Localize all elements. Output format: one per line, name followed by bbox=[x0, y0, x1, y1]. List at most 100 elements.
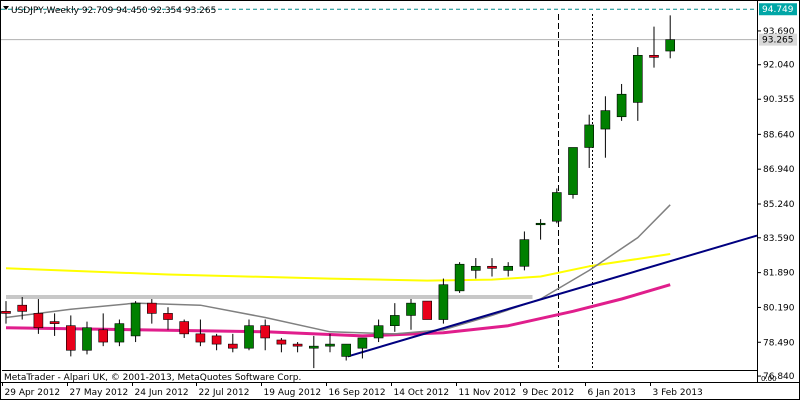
time-tick-label: 6 Jan 2013 bbox=[588, 388, 636, 398]
bear-candle-body bbox=[17, 304, 28, 312]
candle bbox=[33, 299, 44, 334]
candle bbox=[503, 262, 514, 277]
candle bbox=[519, 231, 530, 271]
bear-candle-body bbox=[179, 321, 189, 335]
price-tick-label: 76.840 bbox=[763, 372, 795, 382]
candle bbox=[649, 26, 659, 68]
candle bbox=[487, 258, 497, 277]
price-tick-label: 90.355 bbox=[763, 95, 795, 105]
copyright-text: MetaTrader - Alpari UK, © 2001-2013, Met… bbox=[4, 373, 301, 383]
time-tick-label: 27 May 2012 bbox=[70, 388, 129, 398]
symbol-dropdown-icon[interactable] bbox=[3, 6, 9, 10]
footer-backdrop bbox=[2, 368, 757, 382]
candle bbox=[147, 299, 157, 324]
bull-candle-body bbox=[325, 343, 335, 347]
bear-candle-body bbox=[422, 300, 433, 320]
candle bbox=[1, 301, 11, 324]
bull-candle-body bbox=[665, 39, 676, 52]
candle bbox=[454, 262, 465, 293]
trend-line bbox=[347, 234, 758, 358]
candle bbox=[195, 319, 206, 347]
candle bbox=[276, 337, 287, 353]
price-tick-label: 88.640 bbox=[763, 130, 795, 140]
bull-candle-body bbox=[616, 93, 627, 118]
candle bbox=[422, 300, 433, 320]
last-price-tag: 93.265 bbox=[759, 33, 797, 46]
bear-candle-body bbox=[33, 313, 44, 329]
bear-candle-body bbox=[292, 343, 303, 347]
candle bbox=[244, 319, 254, 351]
bear-candle-body bbox=[49, 321, 60, 324]
bull-candle-body bbox=[584, 124, 595, 148]
bear-candle-body bbox=[147, 302, 157, 314]
bull-candle-body bbox=[632, 55, 643, 103]
bull-candle-body bbox=[503, 265, 514, 271]
candle bbox=[49, 313, 60, 336]
candle bbox=[632, 47, 643, 121]
bull-candle-body bbox=[438, 284, 449, 320]
bull-candle-body bbox=[600, 110, 611, 130]
bull-candle-body bbox=[568, 147, 578, 195]
price-tick-label: 80.190 bbox=[763, 303, 795, 313]
candle bbox=[389, 303, 400, 332]
price-tick-label: 92.040 bbox=[763, 61, 795, 71]
price-tick-label: 85.240 bbox=[763, 200, 795, 210]
candle bbox=[292, 342, 303, 353]
candle bbox=[163, 307, 173, 330]
candle bbox=[373, 319, 384, 343]
bear-candle-body bbox=[260, 325, 271, 339]
candle bbox=[616, 83, 627, 121]
bull-candle-body bbox=[373, 325, 384, 339]
price-tick-label: 81.890 bbox=[763, 269, 795, 279]
time-tick-label: 14 Oct 2012 bbox=[394, 388, 450, 398]
time-tick-label: 11 Nov 2012 bbox=[459, 388, 517, 398]
candle bbox=[308, 335, 319, 369]
bear-candle-body bbox=[211, 335, 222, 345]
candle bbox=[357, 337, 368, 359]
candle bbox=[470, 258, 481, 279]
bull-candle-body bbox=[470, 265, 481, 271]
bull-candle-body bbox=[535, 222, 546, 226]
symbol-info: USDJPY,Weekly 92.709 94.450 92.354 93.26… bbox=[11, 6, 216, 16]
bear-candle-body bbox=[98, 329, 108, 343]
bull-candle-body bbox=[406, 302, 416, 316]
bear-candle-body bbox=[195, 333, 206, 343]
bear-candle-body bbox=[163, 313, 173, 320]
candle bbox=[600, 96, 611, 158]
time-tick-label: 16 Sep 2012 bbox=[329, 388, 386, 398]
bull-candle-body bbox=[454, 263, 465, 292]
price-axis: 93.690 92.040 90.355 88.640 86.940 85.240 83.5… bbox=[757, 27, 795, 382]
bull-candle-body bbox=[357, 337, 368, 349]
candle bbox=[17, 296, 28, 320]
candle bbox=[665, 15, 676, 59]
price-tick-label: 83.590 bbox=[763, 234, 795, 244]
time-axis: 29 Apr 2012 27 May 2012 24 Jun 2012 22 Jul … bbox=[2, 382, 703, 398]
last-price-tag-label: 93.265 bbox=[762, 36, 794, 46]
candle bbox=[228, 333, 238, 353]
candle-layer bbox=[1, 15, 676, 369]
candle bbox=[82, 321, 92, 355]
candle bbox=[341, 343, 352, 361]
candle bbox=[551, 188, 562, 224]
bull-candle-body bbox=[341, 343, 352, 357]
time-tick-label: 3 Feb 2013 bbox=[653, 388, 703, 398]
price-tick-label: 78.490 bbox=[763, 338, 795, 348]
bull-candle-body bbox=[130, 302, 141, 337]
candle bbox=[406, 299, 416, 330]
time-tick-label: 29 Apr 2012 bbox=[5, 388, 61, 398]
bear-candle-body bbox=[649, 55, 659, 58]
candle bbox=[130, 301, 141, 343]
bull-candle-body bbox=[244, 325, 254, 349]
bear-candle-body bbox=[228, 343, 238, 349]
bull-candle-body bbox=[551, 192, 562, 222]
bull-candle-body bbox=[389, 315, 400, 326]
bull-candle-body bbox=[114, 323, 125, 343]
subwindow-scale: 0.00 bbox=[761, 375, 777, 383]
bull-candle-body bbox=[82, 327, 92, 351]
time-tick-label: 9 Dec 2012 bbox=[523, 388, 575, 398]
time-tick-label: 22 Jul 2012 bbox=[199, 388, 250, 398]
candle bbox=[438, 278, 449, 324]
bull-candle-body bbox=[519, 239, 530, 267]
